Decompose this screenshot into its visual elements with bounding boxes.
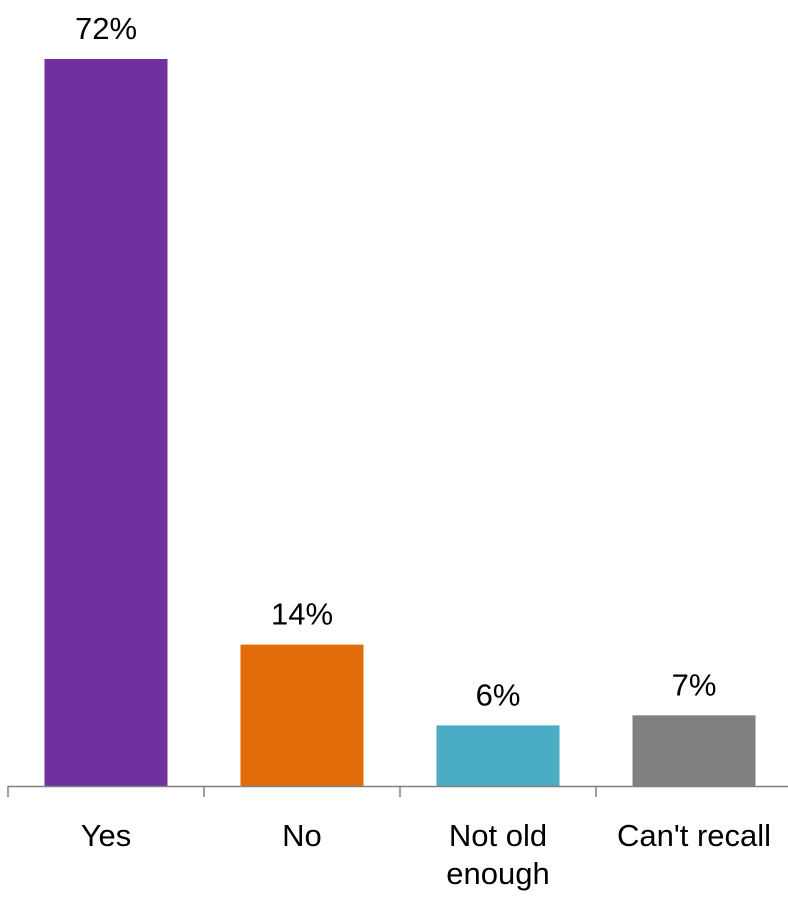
bars-group bbox=[44, 59, 756, 786]
data-label-2: 6% bbox=[476, 677, 521, 712]
x-tick-label-0: Yes bbox=[81, 818, 132, 853]
x-tick-label-2-line-1: enough bbox=[446, 856, 549, 891]
data-label-1: 14% bbox=[271, 597, 333, 632]
data-label-3: 7% bbox=[672, 667, 717, 702]
data-label-0: 72% bbox=[75, 11, 137, 46]
bar-0 bbox=[44, 59, 168, 786]
bar-2 bbox=[436, 725, 560, 786]
value-labels-group: 72% 14% 6% 7% bbox=[75, 11, 716, 712]
x-tick-label-3-line-0: Can't recall bbox=[617, 818, 771, 853]
x-tick-label-3: Can't recall bbox=[617, 818, 771, 853]
x-tick-label-2-line-0: Not old bbox=[449, 818, 547, 853]
x-tick-label-2: Not old enough bbox=[446, 818, 549, 891]
x-tick-label-1-line-0: No bbox=[282, 818, 322, 853]
bar-1 bbox=[240, 644, 364, 786]
x-tick-labels-group: Yes No Not old enough Can't recall bbox=[81, 818, 771, 891]
bar-3 bbox=[632, 715, 756, 786]
x-tick-label-1: No bbox=[282, 818, 322, 853]
x-tick-label-0-line-0: Yes bbox=[81, 818, 132, 853]
x-axis bbox=[7, 785, 788, 797]
